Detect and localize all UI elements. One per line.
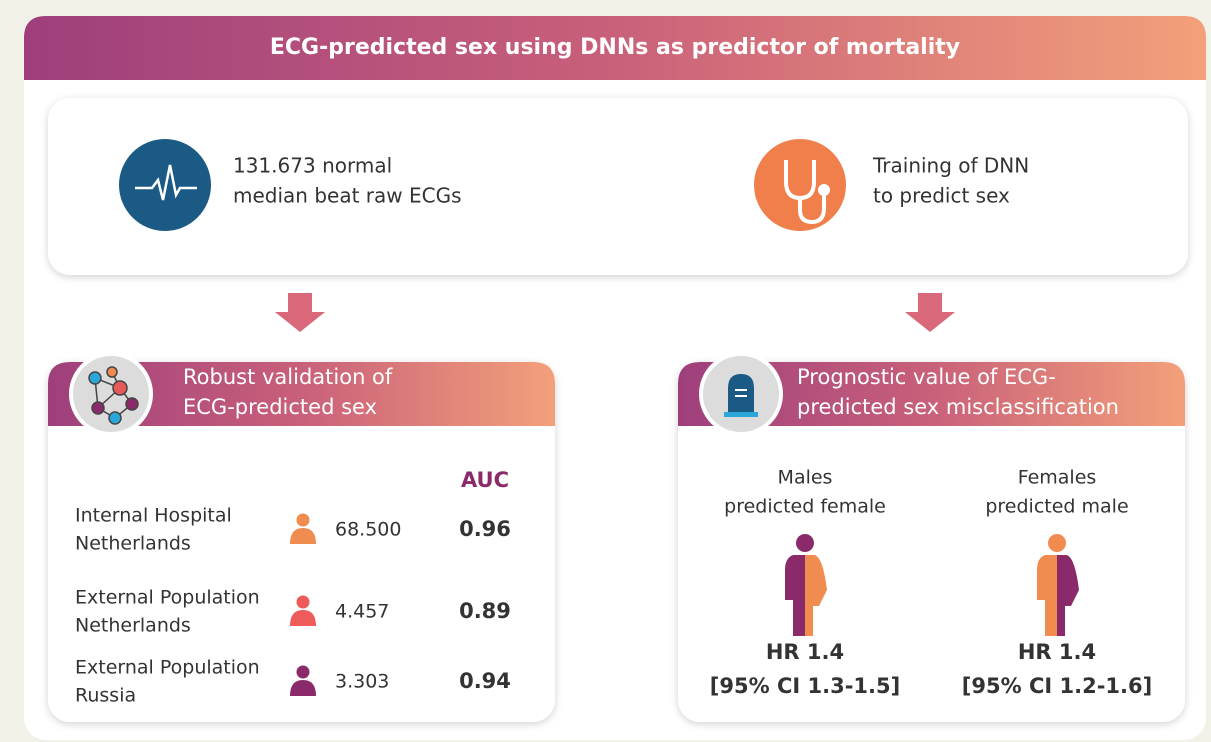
row-label: Internal Hospital	[75, 505, 232, 527]
row-count: 68.500	[335, 519, 401, 541]
person-head	[296, 513, 310, 527]
figure-left	[785, 555, 805, 636]
input-text: to predict sex	[873, 184, 1010, 208]
person-body	[290, 680, 316, 696]
tombstone-base	[724, 412, 758, 417]
ecg-wave	[135, 164, 197, 201]
row-label: External Population	[75, 657, 260, 679]
auc-header: AUC	[461, 468, 509, 492]
figure-right	[1057, 555, 1079, 636]
group-label: predicted male	[985, 496, 1128, 518]
row-label: Netherlands	[75, 615, 191, 637]
arrow	[275, 293, 325, 332]
row-count: 4.457	[335, 601, 389, 623]
row-label: Netherlands	[75, 533, 191, 555]
tombstone	[728, 374, 754, 412]
row-auc: 0.94	[459, 669, 511, 693]
group-label: predicted female	[724, 496, 886, 518]
confidence-interval: [95% CI 1.3-1.5]	[710, 674, 900, 698]
panel-title: predicted sex misclassification	[797, 395, 1119, 419]
person-head	[296, 665, 310, 679]
title-banner	[24, 16, 1206, 80]
row-auc: 0.96	[459, 517, 511, 541]
panel-title: Robust validation of	[183, 365, 393, 389]
figure-left	[1037, 555, 1057, 636]
network	[88, 366, 139, 425]
figure-right	[805, 555, 827, 636]
title: ECG-predicted sex using DNNs as predicto…	[270, 35, 960, 60]
panel-title: Prognostic value of ECG-	[797, 365, 1056, 389]
confidence-interval: [95% CI 1.2-1.6]	[962, 674, 1152, 698]
figure-head	[1048, 534, 1066, 552]
prognostic-header	[678, 362, 1185, 426]
person-head	[296, 595, 310, 609]
input-card	[48, 98, 1188, 275]
input-text: 131.673 normal	[233, 154, 392, 178]
row-auc: 0.89	[459, 599, 511, 623]
row-label: External Population	[75, 587, 260, 609]
hazard-ratio: HR 1.4	[1018, 640, 1096, 664]
input-text: Training of DNN	[872, 154, 1029, 178]
validation-header	[48, 362, 555, 426]
hazard-ratio: HR 1.4	[766, 640, 844, 664]
input-text: median beat raw ECGs	[233, 184, 462, 208]
arrow	[905, 293, 955, 332]
group-label: Males	[778, 467, 833, 489]
row-label: Russia	[75, 685, 136, 707]
stethoscope	[784, 160, 826, 225]
figure-head	[796, 534, 814, 552]
row-count: 3.303	[335, 671, 389, 693]
person-body	[290, 528, 316, 544]
person-body	[290, 610, 316, 626]
panel-title: ECG-predicted sex	[183, 395, 377, 419]
stethoscope-bell	[818, 184, 830, 196]
group-label: Females	[1018, 467, 1097, 489]
